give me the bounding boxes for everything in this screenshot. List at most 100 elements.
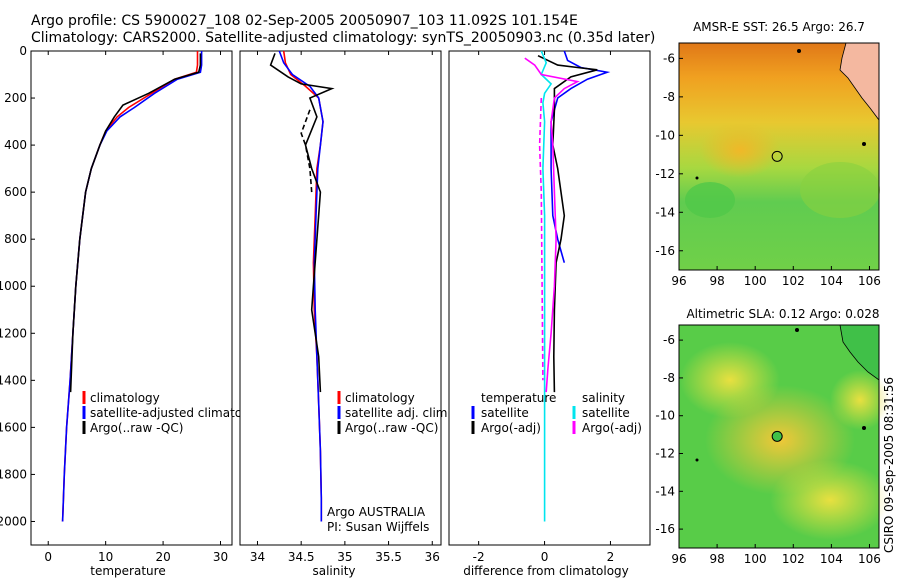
- map-y-tick-label: -16: [655, 244, 675, 258]
- sst-map: AMSR-E SST: 26.5 Argo: 26.7 96 98 100 102 10…: [655, 20, 881, 288]
- salinity-panel: 34 34.5 35 35.5 36 salinity climatology sate…: [239, 50, 451, 578]
- y-tick-label: 1000: [0, 279, 27, 293]
- series-argo-raw-qc-: [69, 53, 202, 393]
- sla-high-patch: [770, 460, 890, 540]
- float-position-marker: [771, 150, 783, 162]
- legend-label: Argo(..raw -QC): [90, 421, 183, 435]
- legend-label: satellite: [481, 406, 529, 420]
- map-x-tick-label: 100: [744, 552, 767, 566]
- map-y-tick-label: -14: [655, 484, 675, 498]
- y-tick-label: 1400: [0, 373, 27, 387]
- sla-map-frame: [678, 324, 880, 549]
- figure-title-line2: Climatology: CARS2000. Satellite-adjuste…: [31, 30, 656, 46]
- sla-high-patch: [830, 370, 890, 430]
- island-marker: [695, 458, 699, 462]
- sst-cool-patch: [800, 162, 880, 218]
- salinity-xlabel: salinity: [312, 564, 355, 578]
- map-x-tick-label: 102: [782, 274, 805, 288]
- map-x-tick-label: 96: [671, 552, 686, 566]
- sla-map-title: Altimetric SLA: 0.12 Argo: 0.028: [686, 307, 879, 321]
- map-y-tick-label: -10: [655, 128, 675, 142]
- sst-cool-patch: [685, 182, 735, 218]
- y-tick-label: 200: [4, 91, 27, 105]
- map-x-tick-label: 104: [820, 552, 843, 566]
- map-y-tick-label: -12: [655, 447, 675, 461]
- map-y-tick-label: -16: [655, 522, 675, 536]
- legend-title: temperature: [481, 391, 556, 405]
- legend-label: Argo(-adj): [481, 421, 541, 435]
- csiro-timestamp: CSIRO 09-Sep-2005 08:31:56: [882, 377, 896, 553]
- y-tick-label: 1600: [0, 420, 27, 434]
- legend-label: satellite adj. clim.: [345, 406, 451, 420]
- legend-title: salinity: [582, 391, 625, 405]
- sst-warm-patch: [700, 122, 780, 178]
- float-position-marker: [771, 430, 783, 442]
- x-tick-label: 36: [425, 550, 440, 564]
- y-tick-label: 800: [4, 232, 27, 246]
- legend-label: Argo(-adj): [582, 421, 642, 435]
- x-tick-label: 10: [98, 550, 113, 564]
- temperature-axes: [30, 50, 233, 546]
- salinity-axes: [239, 50, 442, 546]
- legend-label: climatology: [345, 391, 415, 405]
- island-marker: [797, 49, 801, 53]
- y-tick-label: 600: [4, 185, 27, 199]
- map-x-tick-label: 104: [820, 274, 843, 288]
- difference-legend-temperature: temperature satellite Argo(-adj): [471, 391, 556, 435]
- map-x-tick-label: 102: [782, 552, 805, 566]
- difference-panel: -2 0 2 difference from climatology tempera…: [448, 50, 651, 578]
- temperature-legend: climatology satellite-adjusted climatolo…: [82, 391, 268, 435]
- series-satellite-adj-clim-: [278, 50, 324, 522]
- sst-map-frame: [678, 42, 880, 271]
- difference-legend-salinity: salinity satellite Argo(-adj): [572, 391, 642, 435]
- x-tick-label: 20: [155, 550, 170, 564]
- x-tick-label: 0: [44, 550, 52, 564]
- x-tick-label: 0: [541, 550, 549, 564]
- map-x-tick-label: 100: [744, 274, 767, 288]
- map-x-tick-label: 96: [671, 274, 686, 288]
- difference-xlabel: difference from climatology: [463, 564, 629, 578]
- legend-label: Argo(..raw -QC): [345, 421, 438, 435]
- map-y-tick-label: -8: [663, 90, 675, 104]
- sst-map-title: AMSR-E SST: 26.5 Argo: 26.7: [693, 20, 865, 34]
- y-tick-label: 0: [19, 44, 27, 58]
- series-temperature-argo-adj-: [537, 54, 598, 393]
- map-y-tick-label: -6: [663, 51, 675, 65]
- x-tick-label: 2: [607, 550, 615, 564]
- x-tick-label: 34.5: [288, 550, 315, 564]
- temperature-panel: 0 10 20 30 0 200 400 600 800 1000 1200 1400 1600 180…: [0, 44, 268, 578]
- x-tick-label: 34: [250, 550, 265, 564]
- series-argo-raw-qc-dashed: [300, 109, 313, 193]
- x-tick-label: 35: [337, 550, 352, 564]
- series-argo-raw-qc-: [269, 53, 335, 393]
- y-tick-label: 1800: [0, 467, 27, 481]
- difference-axes: [448, 50, 651, 546]
- map-y-tick-label: -14: [655, 205, 675, 219]
- argo-annotation-line2: PI: Susan Wijffels: [327, 520, 429, 534]
- figure-title-line1: Argo profile: CS 5900027_108 02-Sep-2005…: [31, 13, 578, 29]
- island-marker: [862, 426, 866, 430]
- series-salinity-satellite: [540, 50, 553, 522]
- legend-label: satellite-adjusted climatology: [90, 406, 268, 420]
- map-y-tick-label: -10: [655, 409, 675, 423]
- island-marker: [695, 176, 699, 180]
- map-y-tick-label: -8: [663, 371, 675, 385]
- salinity-legend: climatology satellite adj. clim. Argo(..…: [337, 391, 451, 435]
- legend-label: climatology: [90, 391, 160, 405]
- map-y-tick-label: -6: [663, 333, 675, 347]
- argo-annotation-line1: Argo AUSTRALIA: [327, 505, 426, 519]
- y-tick-label: 2000: [0, 514, 27, 528]
- map-x-tick-label: 106: [858, 274, 881, 288]
- temperature-xlabel: temperature: [90, 564, 165, 578]
- series-salinity-argo-adj-dashed: [538, 97, 544, 381]
- legend-label: satellite: [582, 406, 630, 420]
- x-tick-label: 30: [213, 550, 228, 564]
- sla-map: Altimetric SLA: 0.12 Argo: 0.028 96 98 100…: [655, 307, 890, 566]
- y-tick-label: 1200: [0, 326, 27, 340]
- map-x-tick-label: 106: [858, 552, 881, 566]
- island-marker: [862, 142, 866, 146]
- map-x-tick-label: 98: [709, 552, 724, 566]
- x-tick-label: 35.5: [375, 550, 402, 564]
- map-y-tick-label: -12: [655, 167, 675, 181]
